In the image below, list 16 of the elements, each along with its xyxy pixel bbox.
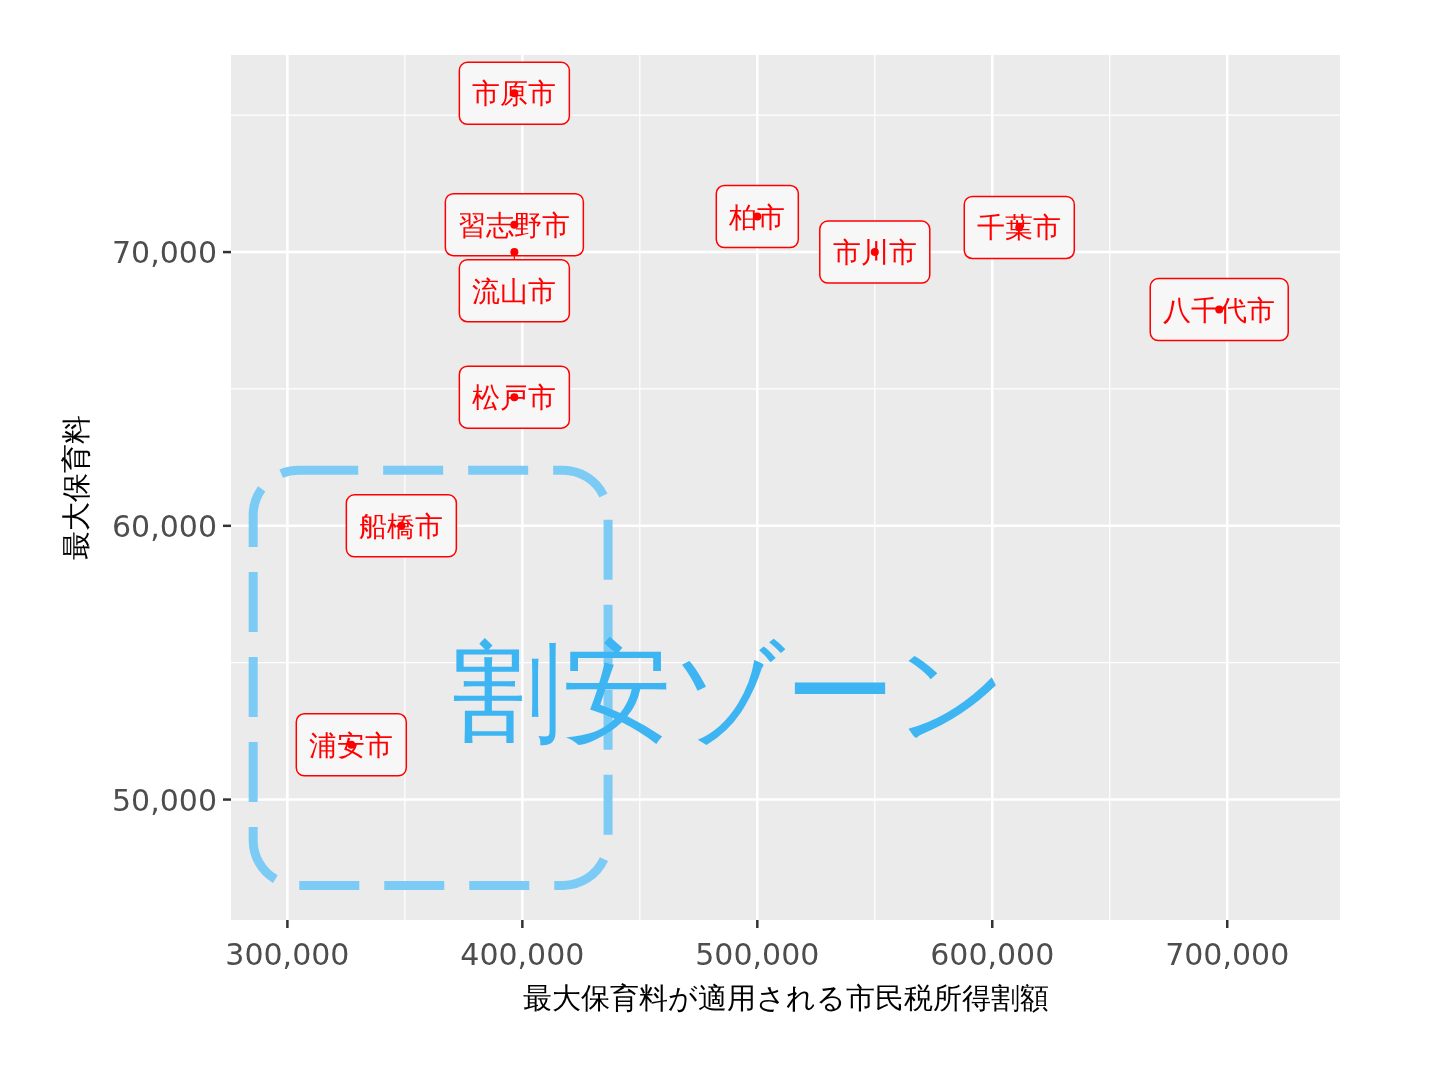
y-tick-label: 60,000 [112,508,217,544]
x-tick-label: 600,000 [930,937,1055,972]
x-tick-label: 400,000 [460,937,585,972]
annotation: 流山市 [472,274,557,308]
point: 柏市 [715,184,800,249]
y-axis-title: 最大保育料 [59,415,93,560]
point: 習志野市 [444,192,585,257]
annotation: 柏市 [728,200,786,234]
x-tick-label: 300,000 [225,937,350,972]
y-tick-label: 70,000 [112,235,217,271]
annotation: 割安ゾーン [452,627,1009,756]
x-tick-label: 500,000 [695,937,820,972]
annotation: 習志野市 [458,208,571,242]
y-tick-label: 50,000 [112,782,217,818]
x-axis-title: 最大保育料が適用される市民税所得割額 [522,981,1049,1015]
x-tick-label: 700,000 [1165,937,1290,972]
